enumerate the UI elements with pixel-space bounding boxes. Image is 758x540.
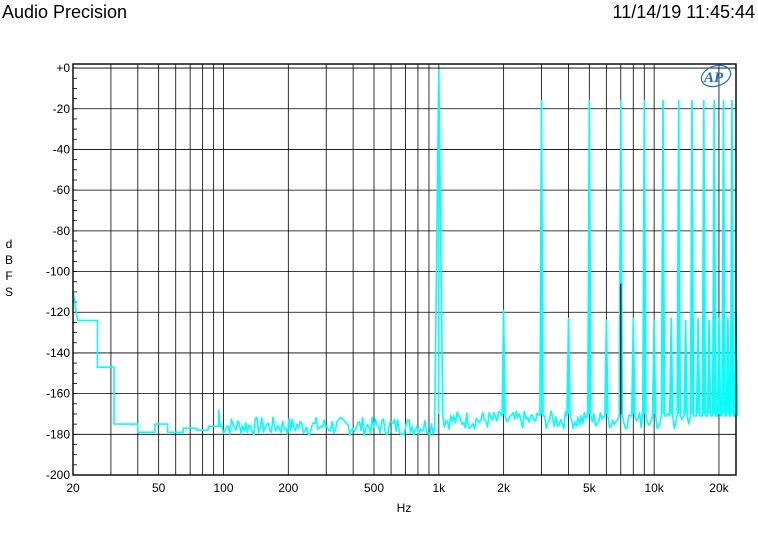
y-tick-label: -180 (46, 427, 70, 441)
y-tick-label: -80 (53, 224, 71, 238)
ap-logo: AP (700, 64, 732, 88)
y-tick-label: -60 (53, 183, 71, 197)
y-axis-label-letter: F (5, 269, 13, 283)
x-axis-label: Hz (397, 501, 412, 515)
y-tick-label: -140 (46, 346, 70, 360)
x-tick-label: 100 (213, 481, 233, 495)
app-title: Audio Precision (2, 2, 128, 22)
y-tick-label: -120 (46, 305, 70, 319)
y-tick-label: -20 (53, 102, 71, 116)
x-tick-label: 50 (152, 481, 166, 495)
x-tick-label: 20 (66, 481, 80, 495)
y-tick-label: -160 (46, 387, 70, 401)
y-tick-label: -100 (46, 265, 70, 279)
trace-layer (72, 69, 739, 437)
x-tick-label: 10k (644, 481, 664, 495)
timestamp: 11/14/19 11:45:44 (612, 2, 755, 22)
x-tick-label: 5k (583, 481, 597, 495)
y-tick-label: -40 (53, 142, 71, 156)
y-tick-label: -200 (46, 468, 70, 482)
y-tick-label: +0 (56, 61, 70, 75)
x-tick-label: 200 (278, 481, 298, 495)
y-axis-label-letter: B (4, 253, 13, 267)
y-axis-label-letter: S (4, 285, 13, 299)
x-tick-label: 2k (497, 481, 511, 495)
grid (73, 64, 736, 476)
x-tick-label: 500 (364, 481, 384, 495)
plot-frame (72, 63, 737, 476)
y-axis-label-letter: d (5, 237, 13, 251)
svg-text:AP: AP (703, 70, 724, 86)
x-tick-label: 20k (709, 481, 729, 495)
tick-labels: 20 50 100 200 500 1k 2k 5k 10k 20k +0 -20 -40 -60 -80 -… (46, 61, 730, 495)
x-tick-label: 1k (432, 481, 446, 495)
